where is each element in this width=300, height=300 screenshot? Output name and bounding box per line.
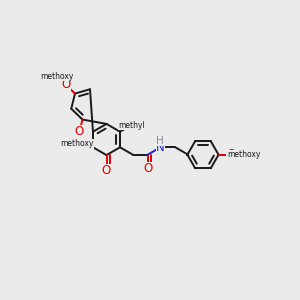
Text: O: O	[102, 164, 111, 178]
Text: O: O	[75, 125, 84, 139]
Text: methoxy: methoxy	[227, 150, 260, 159]
Text: methyl: methyl	[118, 121, 145, 130]
Text: H: H	[156, 136, 164, 146]
Text: O: O	[143, 162, 152, 175]
Text: O: O	[61, 78, 70, 91]
Text: O: O	[227, 148, 236, 161]
Text: methoxy: methoxy	[60, 139, 93, 148]
Text: methoxy: methoxy	[40, 72, 74, 81]
Text: N: N	[156, 141, 165, 154]
